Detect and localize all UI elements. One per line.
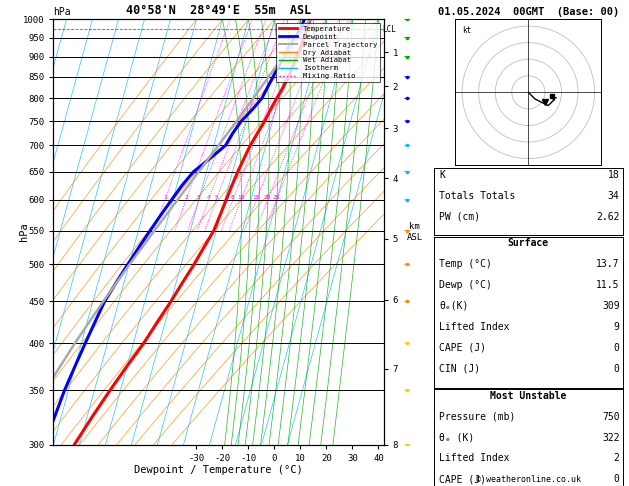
Text: CAPE (J): CAPE (J) [439, 474, 486, 485]
Text: 309: 309 [602, 301, 620, 311]
Text: 4: 4 [207, 195, 211, 200]
Text: 2: 2 [184, 195, 188, 200]
Text: 2: 2 [614, 453, 620, 464]
Text: θₑ(K): θₑ(K) [439, 301, 469, 311]
Text: PW (cm): PW (cm) [439, 212, 480, 222]
Text: 0: 0 [614, 343, 620, 353]
Text: 18: 18 [608, 170, 620, 180]
Text: K: K [439, 170, 445, 180]
Text: © weatheronline.co.uk: © weatheronline.co.uk [476, 474, 581, 484]
Text: 40°58'N  28°49'E  55m  ASL: 40°58'N 28°49'E 55m ASL [126, 4, 311, 17]
Text: 34: 34 [608, 191, 620, 201]
Text: Surface: Surface [508, 238, 549, 248]
Text: Lifted Index: Lifted Index [439, 322, 509, 332]
Text: hPa: hPa [53, 7, 71, 17]
Text: 8: 8 [231, 195, 235, 200]
Text: 11.5: 11.5 [596, 280, 620, 290]
Text: Pressure (mb): Pressure (mb) [439, 412, 515, 422]
Text: CAPE (J): CAPE (J) [439, 343, 486, 353]
Text: 5: 5 [214, 195, 218, 200]
Text: 20: 20 [264, 195, 271, 200]
Text: 3: 3 [197, 195, 201, 200]
Text: θₑ (K): θₑ (K) [439, 433, 474, 443]
Text: 0: 0 [614, 364, 620, 374]
Y-axis label: km
ASL: km ASL [407, 223, 423, 242]
Text: hPa: hPa [19, 223, 29, 242]
Text: 2.62: 2.62 [596, 212, 620, 222]
Text: Lifted Index: Lifted Index [439, 453, 509, 464]
Text: Dewp (°C): Dewp (°C) [439, 280, 492, 290]
Legend: Temperature, Dewpoint, Parcel Trajectory, Dry Adiabat, Wet Adiabat, Isotherm, Mi: Temperature, Dewpoint, Parcel Trajectory… [276, 23, 380, 82]
Text: 13.7: 13.7 [596, 259, 620, 269]
Text: Totals Totals: Totals Totals [439, 191, 515, 201]
Text: 0: 0 [614, 474, 620, 485]
Text: Most Unstable: Most Unstable [490, 391, 567, 401]
Text: 9: 9 [614, 322, 620, 332]
Text: kt: kt [462, 26, 471, 35]
Text: 750: 750 [602, 412, 620, 422]
Text: LCL: LCL [382, 25, 396, 34]
X-axis label: Dewpoint / Temperature (°C): Dewpoint / Temperature (°C) [134, 466, 303, 475]
Text: 25: 25 [273, 195, 281, 200]
Text: CIN (J): CIN (J) [439, 364, 480, 374]
Text: 322: 322 [602, 433, 620, 443]
Text: 15: 15 [253, 195, 260, 200]
Text: 01.05.2024  00GMT  (Base: 00): 01.05.2024 00GMT (Base: 00) [438, 7, 619, 17]
Text: Temp (°C): Temp (°C) [439, 259, 492, 269]
Text: 10: 10 [237, 195, 245, 200]
Text: 1: 1 [163, 195, 167, 200]
